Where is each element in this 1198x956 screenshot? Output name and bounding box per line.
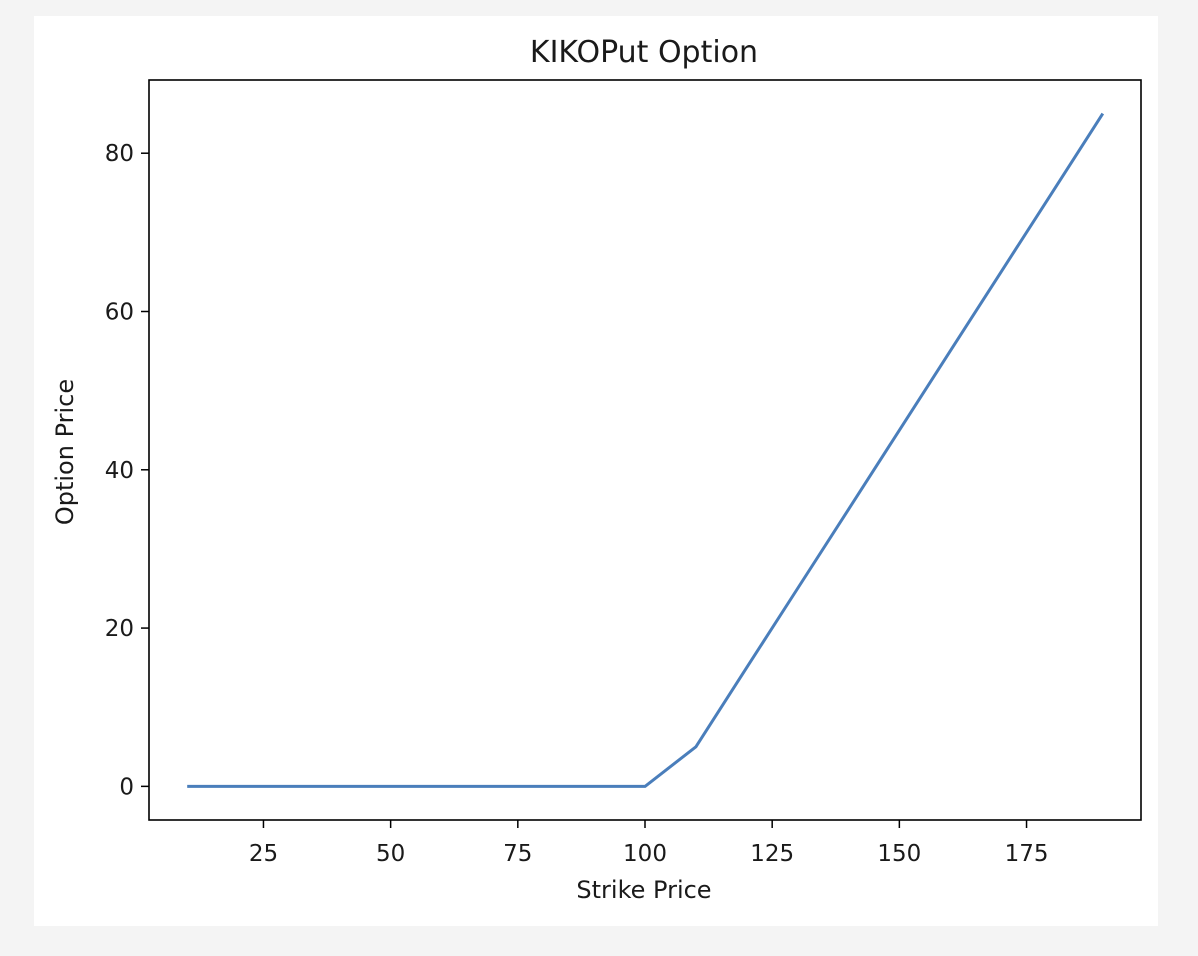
series-line-0 bbox=[187, 112, 1105, 788]
x-tick-label: 100 bbox=[623, 841, 667, 867]
x-tick-label: 75 bbox=[503, 841, 532, 867]
axes-frame bbox=[148, 79, 1142, 821]
y-tick-label: 40 bbox=[105, 458, 134, 484]
x-axis-title: Strike Price bbox=[576, 876, 711, 904]
x-tick-label: 50 bbox=[376, 841, 405, 867]
y-tick-label: 20 bbox=[105, 616, 134, 642]
x-tick-label: 125 bbox=[750, 841, 794, 867]
y-tick-label: 60 bbox=[105, 299, 134, 325]
chart-title: KIKOPut Option bbox=[530, 35, 758, 70]
figure-background bbox=[34, 16, 1158, 926]
x-tick-label: 25 bbox=[249, 841, 278, 867]
y-axis-title: Option Price bbox=[51, 379, 79, 525]
y-tick-label: 80 bbox=[105, 141, 134, 167]
x-tick-label: 150 bbox=[877, 841, 921, 867]
x-tick-label: 175 bbox=[1005, 841, 1049, 867]
y-tick-label: 0 bbox=[119, 774, 134, 800]
plot-area: 25 50 75 100 125 150 175 0 20 40 60 80 bbox=[105, 79, 1142, 867]
